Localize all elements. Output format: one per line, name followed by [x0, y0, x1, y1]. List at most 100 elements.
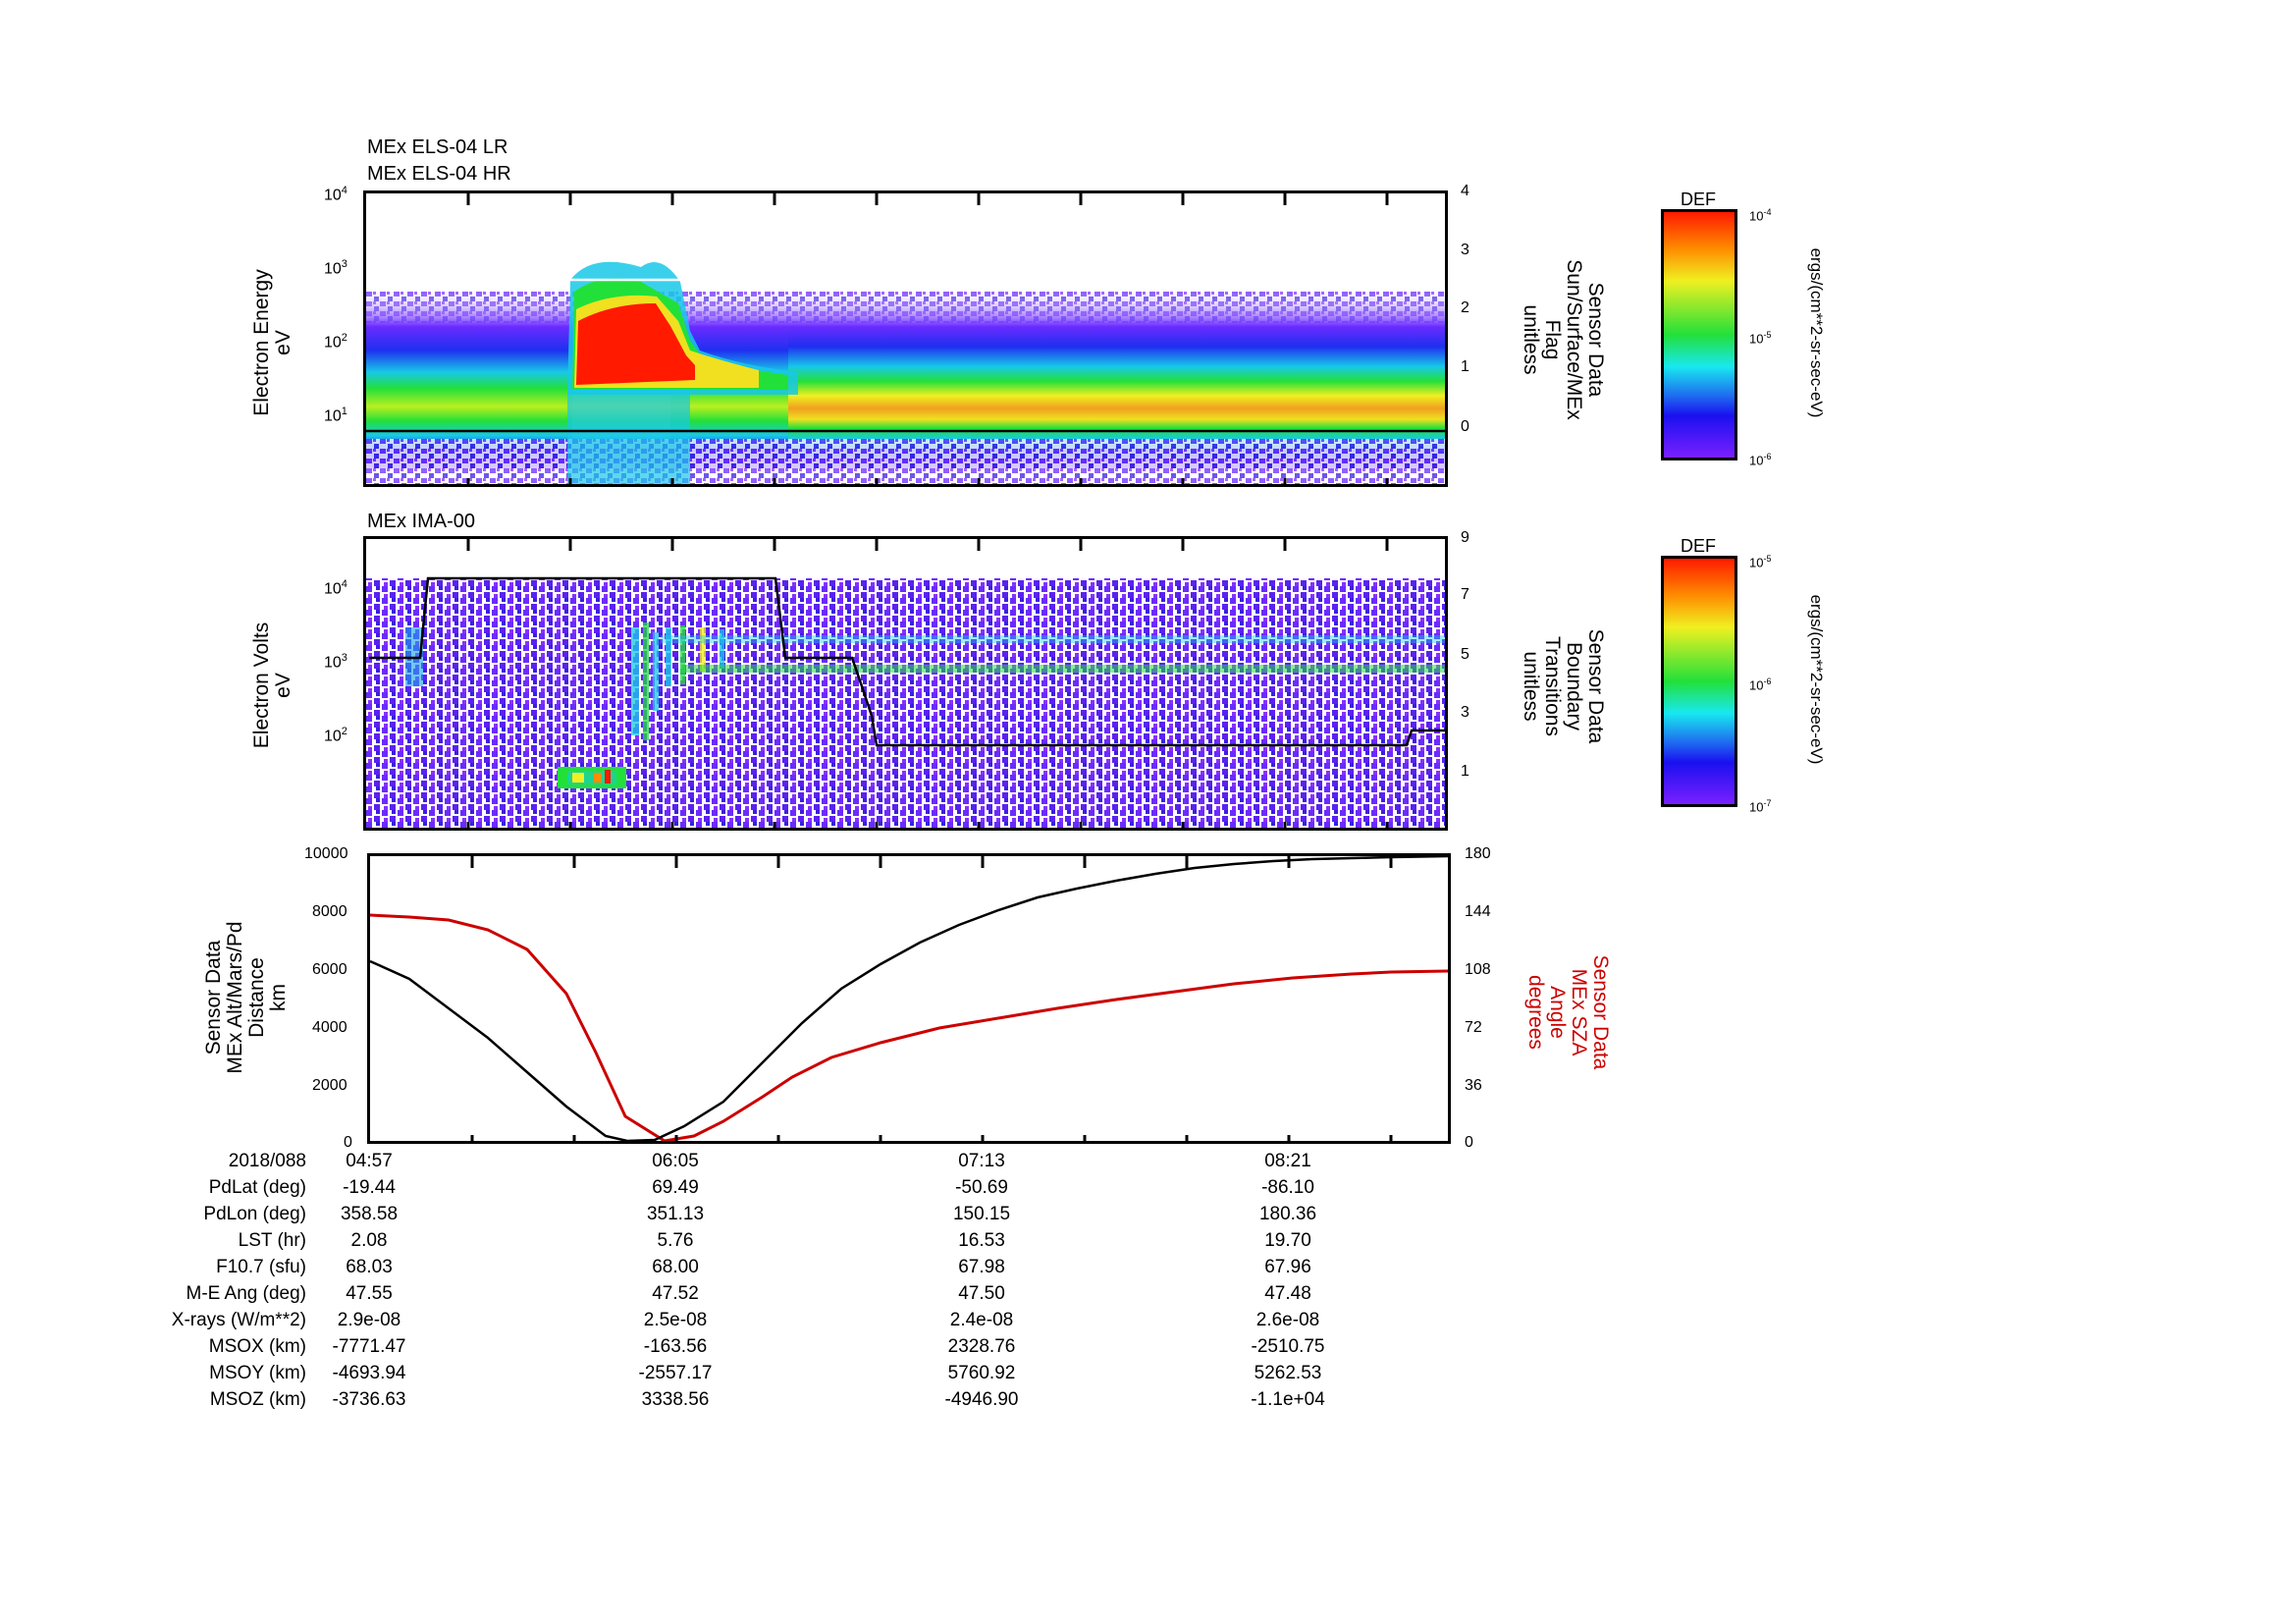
- cell: -7771.47: [332, 1336, 406, 1357]
- p3-ytick-6000: 6000: [312, 961, 347, 978]
- colorbar2-title: DEF: [1681, 536, 1716, 556]
- colorbar1-title: DEF: [1681, 189, 1716, 209]
- p1-ylabel: Electron Energy eV: [250, 269, 294, 416]
- table-row: PdLat (deg) -19.44 69.49 -50.69 -86.10: [0, 1177, 1472, 1203]
- row-label: MSOX (km): [208, 1336, 306, 1357]
- p2-ylabel: Electron Volts eV: [250, 622, 294, 749]
- p1-y2tick-2: 2: [1461, 299, 1469, 316]
- cell: 2.5e-08: [643, 1310, 708, 1330]
- p1-ytick-1e2: 102: [324, 332, 347, 352]
- row-label: PdLat (deg): [208, 1177, 306, 1198]
- cell: 47.55: [346, 1283, 393, 1304]
- cell: 2328.76: [947, 1336, 1016, 1357]
- cell: 351.13: [646, 1204, 705, 1224]
- p1-y2tick-4: 4: [1461, 183, 1469, 199]
- cell: 5760.92: [947, 1363, 1016, 1383]
- table-row: MSOZ (km) -3736.63 3338.56 -4946.90 -1.1…: [0, 1389, 1472, 1415]
- p3-ylabel: Sensor Data MEx Alt/Mars/Pd Distance km: [202, 921, 290, 1074]
- colorbar1-label: ergs/(cm**2-sr-sec-eV): [1807, 247, 1826, 418]
- row-label: LST (hr): [238, 1230, 306, 1251]
- p3-ytick-4000: 4000: [312, 1019, 347, 1036]
- p1-ytick-1e3: 103: [324, 258, 347, 278]
- p2-y2tick-7: 7: [1461, 586, 1469, 603]
- cell: 16.53: [958, 1230, 1005, 1251]
- cell: -4693.94: [332, 1363, 406, 1383]
- cell: 2.08: [350, 1230, 388, 1251]
- colorbar1-tick-bottom: 10-6: [1749, 452, 1772, 468]
- cell: -19.44: [343, 1177, 396, 1198]
- panel2-title: MEx IMA-00: [367, 511, 476, 532]
- p3-y2tick-72: 72: [1465, 1019, 1482, 1036]
- colorbar2: [1661, 556, 1737, 807]
- p3-ytick-8000: 8000: [312, 903, 347, 920]
- cell: -2510.75: [1251, 1336, 1325, 1357]
- row-label: PdLon (deg): [203, 1204, 306, 1224]
- p2-y2tick-9: 9: [1461, 529, 1469, 546]
- p3-y2tick-36: 36: [1465, 1077, 1482, 1094]
- p3-ytick-10000: 10000: [304, 845, 348, 862]
- els-spectrogram: [366, 193, 1445, 484]
- cell: 68.00: [652, 1257, 699, 1277]
- cell: -86.10: [1261, 1177, 1314, 1198]
- cell: 150.15: [952, 1204, 1011, 1224]
- colorbar2-label: ergs/(cm**2-sr-sec-eV): [1807, 594, 1826, 765]
- row-label: MSOY (km): [209, 1363, 306, 1383]
- p2-y2tick-3: 3: [1461, 704, 1469, 721]
- table-row: F10.7 (sfu) 68.03 68.00 67.98 67.96: [0, 1257, 1472, 1282]
- table-row: MSOY (km) -4693.94 -2557.17 5760.92 5262…: [0, 1363, 1472, 1388]
- altitude-sza-lines: [370, 856, 1448, 1141]
- table-row: 2018/088 04:57 06:05 07:13 08:21: [0, 1151, 1472, 1176]
- cell: 47.48: [1264, 1283, 1311, 1304]
- p2-y2tick-5: 5: [1461, 646, 1469, 663]
- colorbar1-tick-mid: 10-5: [1749, 330, 1772, 347]
- cell: -2557.17: [638, 1363, 713, 1383]
- colorbar2-tick-top: 10-5: [1749, 554, 1772, 570]
- p3-ytick-0: 0: [344, 1134, 352, 1151]
- cell: 19.70: [1264, 1230, 1311, 1251]
- p2-ytick-1e4: 104: [324, 578, 347, 598]
- cell: 47.52: [652, 1283, 699, 1304]
- cell: 08:21: [1264, 1151, 1311, 1171]
- cell: -3736.63: [332, 1389, 406, 1410]
- cell: 2.6e-08: [1255, 1310, 1320, 1330]
- cell: 04:57: [346, 1151, 393, 1171]
- cell: 3338.56: [641, 1389, 710, 1410]
- row-label: F10.7 (sfu): [216, 1257, 306, 1277]
- p1-y2label: Sensor Data Sun/Surface/MEx Flag unitless: [1520, 259, 1607, 420]
- cell: -4946.90: [944, 1389, 1019, 1410]
- p1-ytick-1e1: 101: [324, 406, 347, 425]
- p3-y2tick-180: 180: [1465, 845, 1491, 862]
- cell: 67.96: [1264, 1257, 1311, 1277]
- row-label: M-E Ang (deg): [186, 1283, 307, 1304]
- cell: 68.03: [346, 1257, 393, 1277]
- cell: 180.36: [1258, 1204, 1317, 1224]
- p3-y2tick-108: 108: [1465, 961, 1491, 978]
- cell: 2.9e-08: [337, 1310, 401, 1330]
- ima-spectrogram: [366, 539, 1445, 828]
- altitude-sza-panel: [367, 853, 1451, 1144]
- row-label: X-rays (W/m**2): [171, 1310, 306, 1330]
- p1-ytick-1e4: 104: [324, 185, 347, 204]
- cell: -163.56: [643, 1336, 708, 1357]
- p2-y2label: Sensor Data Boundary Transitions unitless: [1520, 628, 1607, 744]
- p2-ytick-1e2: 102: [324, 726, 347, 745]
- ephemeris-table: 2018/088 04:57 06:05 07:13 08:21 PdLat (…: [0, 1151, 1472, 1426]
- panel1-title-hr: MEx ELS-04 HR: [367, 163, 511, 185]
- cell: 5262.53: [1254, 1363, 1322, 1383]
- cell: 69.49: [652, 1177, 699, 1198]
- panel1-title-lr: MEx ELS-04 LR: [367, 136, 508, 158]
- cell: -1.1e+04: [1251, 1389, 1325, 1410]
- cell: 67.98: [958, 1257, 1005, 1277]
- p3-y2tick-144: 144: [1465, 903, 1491, 920]
- colorbar2-tick-bottom: 10-7: [1749, 798, 1772, 815]
- p1-y2tick-0: 0: [1461, 418, 1469, 435]
- table-row: X-rays (W/m**2) 2.9e-08 2.5e-08 2.4e-08 …: [0, 1310, 1472, 1335]
- cell: 2.4e-08: [949, 1310, 1014, 1330]
- p2-y2tick-1: 1: [1461, 763, 1469, 780]
- table-row: M-E Ang (deg) 47.55 47.52 47.50 47.48: [0, 1283, 1472, 1309]
- row-label: 2018/088: [228, 1151, 306, 1171]
- cell: 06:05: [652, 1151, 699, 1171]
- els-spectrogram-panel: [363, 190, 1448, 487]
- p3-ytick-2000: 2000: [312, 1077, 347, 1094]
- table-row: PdLon (deg) 358.58 351.13 150.15 180.36: [0, 1204, 1472, 1229]
